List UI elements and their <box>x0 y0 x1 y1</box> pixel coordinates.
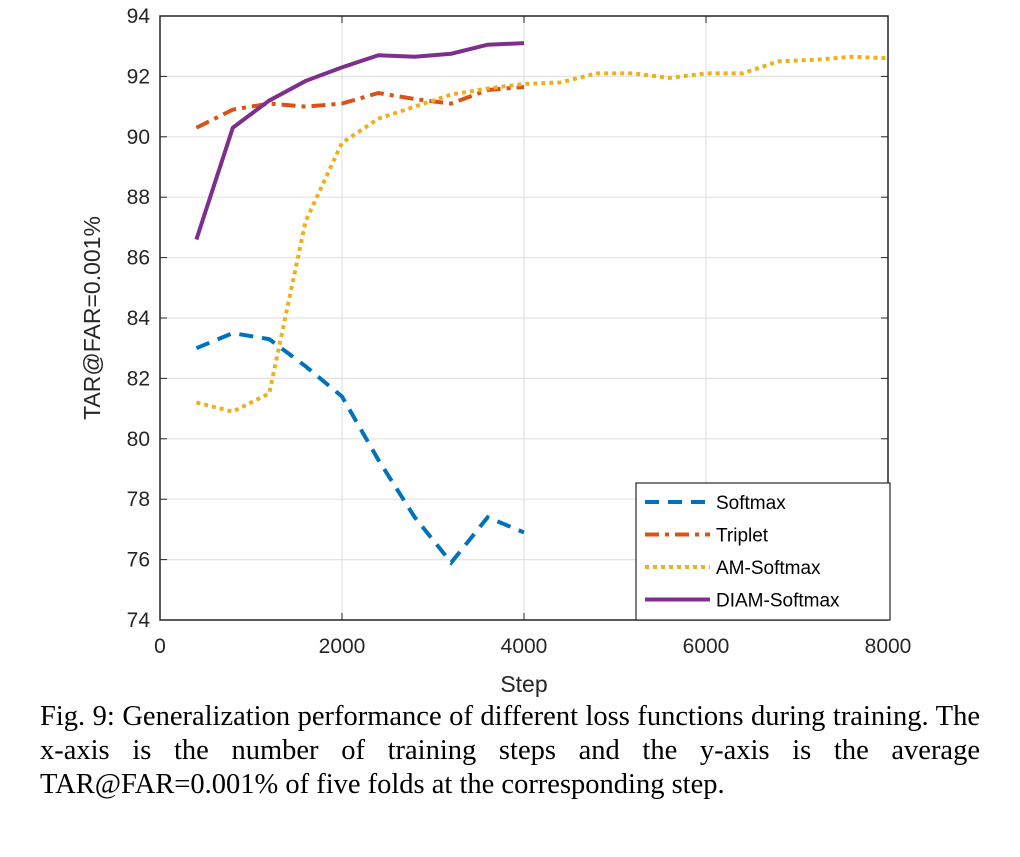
legend-label: DIAM-Softmax <box>716 591 840 612</box>
legend-label: Triplet <box>716 526 769 547</box>
y-tick-label: 78 <box>127 488 150 511</box>
legend-label: Softmax <box>716 493 786 514</box>
series-line-triplet <box>195 84 525 130</box>
ticks: 0 2000 4000 6000 8000 74 76 78 80 82 84 86 88 90 92 94 <box>127 5 912 658</box>
y-tick-label: 86 <box>127 247 150 270</box>
figure-caption: Fig. 9: Generalization performance of di… <box>40 701 980 800</box>
y-tick-label: 76 <box>127 549 150 572</box>
series-group <box>194 41 889 566</box>
y-tick-label: 88 <box>127 186 150 209</box>
x-tick-label: 4000 <box>501 635 548 658</box>
x-axis-label: Step <box>500 671 547 697</box>
legend-label: AM-Softmax <box>716 558 821 579</box>
line-chart: 0 2000 4000 6000 80007476788082848688909294 … <box>79 5 912 697</box>
y-tick-label: 74 <box>127 609 151 632</box>
series-line-softmax <box>195 331 525 566</box>
y-tick-label: 80 <box>127 428 150 451</box>
y-tick-label: 94 <box>127 5 151 28</box>
y-tick-label: 92 <box>127 65 150 88</box>
y-axis-label: TAR@FAR=0.001% <box>79 216 105 420</box>
x-tick-label: 6000 <box>683 635 730 658</box>
y-tick-label: 90 <box>127 126 150 149</box>
x-tick-label: 0 <box>154 635 166 658</box>
y-tick-label: 84 <box>127 307 151 330</box>
y-tick-label: 82 <box>127 367 150 390</box>
series-line-am-softmax <box>195 54 889 414</box>
x-tick-label: 8000 <box>865 635 912 658</box>
series-line-diam-softmax <box>194 41 525 241</box>
x-tick-label: 2000 <box>319 635 366 658</box>
legend-box <box>635 482 891 621</box>
legend: Softmax Triplet AM-Softmax DIAM-Softmax <box>635 482 891 621</box>
